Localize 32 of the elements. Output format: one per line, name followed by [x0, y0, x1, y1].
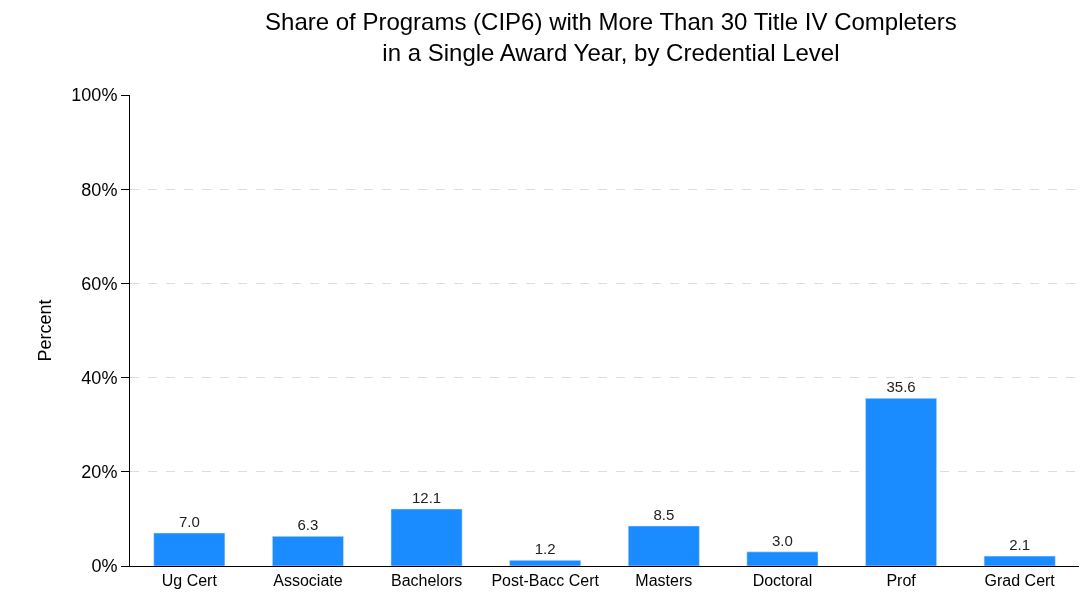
bar: [153, 532, 226, 566]
data-label: 6.3: [297, 516, 319, 534]
data-label: 8.5: [653, 505, 675, 523]
y-tick-label: 40%: [81, 367, 118, 388]
y-tick-label: 80%: [81, 179, 118, 200]
data-label: 35.6: [886, 378, 916, 396]
bar: [272, 536, 344, 566]
x-tick-label: Ug Cert: [161, 572, 218, 590]
bar: [509, 560, 582, 566]
bar: [983, 555, 1056, 566]
x-tick-label: Post-Bacc Cert: [491, 572, 600, 590]
bar: [390, 508, 463, 566]
data-label: 7.0: [178, 513, 200, 531]
y-tick-label: 20%: [81, 462, 118, 483]
bar: [627, 525, 700, 566]
bar: [865, 398, 937, 566]
data-label: 3.0: [772, 531, 793, 549]
data-label: 1.2: [534, 540, 556, 558]
y-axis-title: Percent: [34, 299, 55, 362]
data-label: 2.1: [1009, 536, 1031, 554]
y-tick-label: 60%: [81, 273, 118, 294]
y-tick-label: 100%: [71, 85, 118, 106]
x-tick-label: Prof: [886, 572, 917, 590]
x-tick-label: Masters: [635, 572, 693, 590]
x-tick-label: Doctoral: [752, 572, 813, 590]
data-label: 12.1: [411, 489, 442, 507]
y-tick-label: 0%: [91, 556, 118, 577]
bar: [746, 551, 819, 566]
x-tick-label: Associate: [273, 572, 343, 590]
x-tick-label: Grad Cert: [984, 572, 1056, 590]
chart-title: Share of Programs (CIP6) with More Than 30 Title IV Completers in a Single Award Year, by Credential Level: [265, 8, 957, 67]
x-tick-label: Bachelors: [390, 572, 463, 590]
